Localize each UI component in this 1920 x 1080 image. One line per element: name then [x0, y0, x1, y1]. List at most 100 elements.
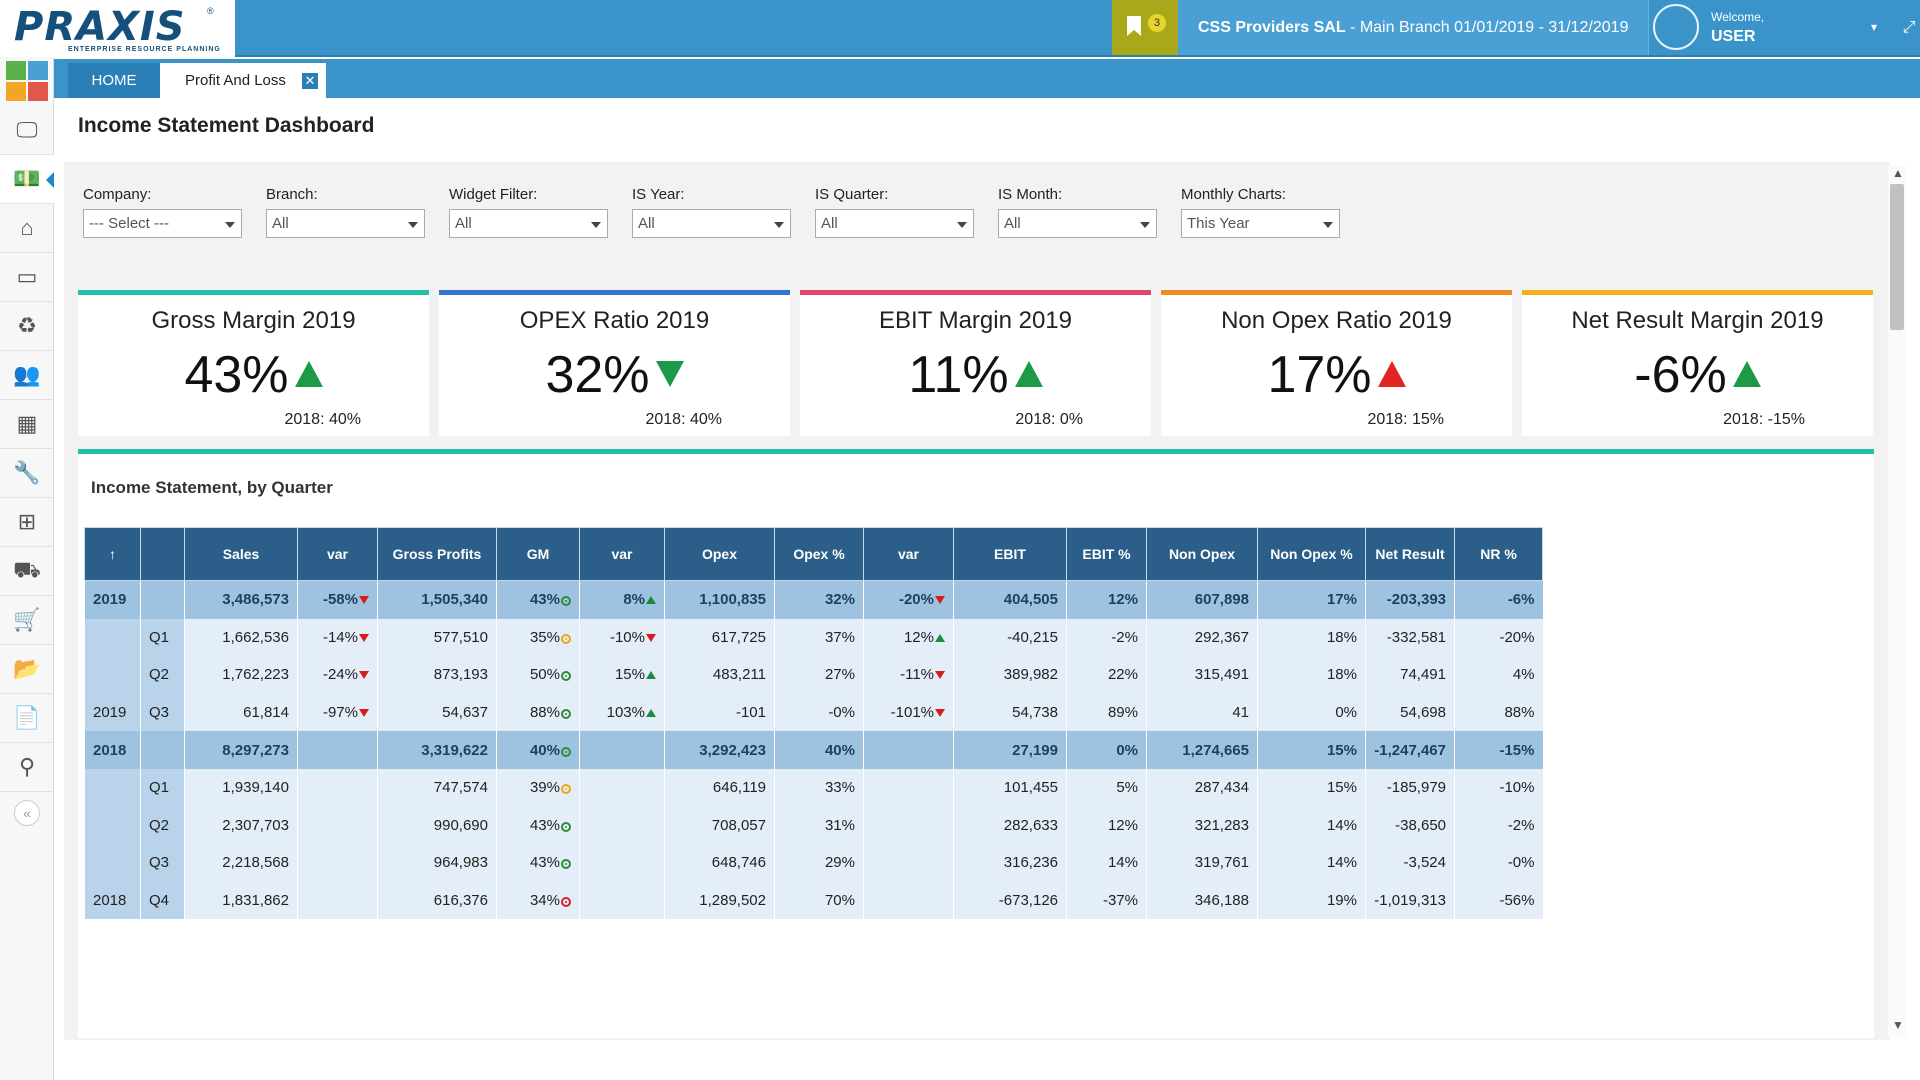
tab-home[interactable]: HOME [68, 63, 160, 98]
quarter-cell [140, 580, 185, 619]
column-header[interactable]: var [579, 527, 665, 581]
truck-icon[interactable]: ⛟ [0, 547, 54, 596]
chevron-down-icon[interactable]: ▾ [1871, 20, 1878, 34]
close-icon[interactable]: ✕ [302, 73, 318, 89]
logo-text: PRAXIS [14, 4, 186, 50]
widget-filter-select[interactable]: All [449, 209, 608, 238]
table-cell: 17% [1257, 580, 1366, 619]
kpi-value: 32% [439, 345, 790, 405]
column-header[interactable]: EBIT % [1066, 527, 1147, 581]
column-header[interactable]: Sales [184, 527, 298, 581]
company-select[interactable]: --- Select --- [83, 209, 242, 238]
collapse-sidebar-icon[interactable]: « [14, 800, 40, 826]
cell-value: 2,307,703 [222, 816, 289, 834]
cell-value: -40,215 [1007, 628, 1058, 646]
cell-value: -11% [900, 666, 934, 684]
column-header[interactable]: NR % [1454, 527, 1543, 581]
monitor-icon[interactable]: 🖵 [0, 106, 54, 155]
wrench-icon[interactable]: 🔧 [0, 449, 54, 498]
scrollbar[interactable] [1888, 166, 1906, 1036]
cell-value: 873,193 [433, 666, 488, 684]
cell-value: 12% [903, 628, 934, 646]
kpi-card: OPEX Ratio 2019 32% 2018: 40% [439, 290, 790, 436]
column-header[interactable]: Gross Profits [377, 527, 497, 581]
sitemap-icon[interactable]: ⊞ [0, 498, 54, 547]
table-cell: 1,274,665 [1146, 731, 1258, 769]
recycle-icon[interactable]: ♻ [0, 302, 54, 351]
cell-value: 3,292,423 [699, 741, 766, 759]
document-icon[interactable]: 📄 [0, 694, 54, 743]
table-cell: 1,289,502 [664, 881, 775, 919]
cell-value: 89% [1107, 703, 1138, 721]
monthly-charts-select[interactable]: This Year [1181, 209, 1340, 238]
table-cell: -0% [774, 693, 864, 731]
table-cell [297, 731, 378, 769]
card-icon[interactable]: ▭ [0, 253, 54, 302]
column-header[interactable]: var [297, 527, 378, 581]
cell-value: 577,510 [433, 628, 488, 646]
cell-value: 15% [1326, 779, 1357, 797]
cell-value: -58% [322, 591, 358, 609]
is-month-select[interactable]: All [998, 209, 1157, 238]
table-cell: 54,698 [1365, 693, 1455, 731]
chevron-down-icon [774, 222, 784, 228]
table-cell: 54,637 [377, 693, 497, 731]
table-cell: -203,393 [1365, 580, 1455, 619]
table-cell: 3,486,573 [184, 580, 298, 619]
cart-icon[interactable]: 🛒 [0, 596, 54, 645]
table-cell: 708,057 [664, 806, 775, 844]
quarter-header [140, 527, 185, 581]
column-header[interactable]: Net Result [1365, 527, 1455, 581]
scroll-down-icon[interactable]: ▼ [1892, 1018, 1904, 1032]
table-cell: 89% [1066, 693, 1147, 731]
page-title: Income Statement Dashboard [78, 114, 375, 137]
users-icon[interactable]: 👥 [0, 351, 54, 400]
logo-subtitle: ENTERPRISE RESOURCE PLANNING [68, 46, 221, 53]
cell-value: 12% [1107, 816, 1138, 834]
filter-widget-filter: Widget Filter: All [449, 186, 608, 238]
cell-value: 1,289,502 [699, 891, 766, 909]
kpi-previous: 2018: 0% [1015, 411, 1083, 428]
cell-value: 15% [1326, 741, 1357, 759]
table-cell: -10% [1454, 769, 1543, 807]
is-quarter-select[interactable]: All [815, 209, 974, 238]
column-header[interactable]: Opex % [774, 527, 864, 581]
company-branch-info: CSS Providers SAL - Main Branch 01/01/20… [1178, 0, 1648, 55]
table-cell: 35% [496, 618, 580, 656]
logo[interactable]: PRAXIS ® ENTERPRISE RESOURCE PLANNING [0, 0, 235, 57]
column-header[interactable]: Non Opex % [1257, 527, 1366, 581]
calculator-icon[interactable]: ▦ [0, 400, 54, 449]
money-icon[interactable]: 💵 [0, 155, 54, 204]
table-cell: -673,126 [953, 881, 1067, 919]
cell-value: -10% [1499, 779, 1535, 797]
user-menu[interactable]: Welcome, USER ▾ [1648, 0, 1898, 55]
folder-icon[interactable]: 📂 [0, 645, 54, 694]
apps-grid-icon[interactable] [6, 61, 50, 103]
fullscreen-icon[interactable]: ⤢ [1898, 0, 1920, 55]
cell-value: 18% [1326, 666, 1357, 684]
table-cell: -38,650 [1365, 806, 1455, 844]
location-icon[interactable]: ⚲ [0, 743, 54, 792]
home-icon[interactable]: ⌂ [0, 204, 54, 253]
table-cell: -1,019,313 [1365, 881, 1455, 919]
cell-value: 964,983 [433, 854, 488, 872]
column-header[interactable]: GM [496, 527, 580, 581]
column-header[interactable]: Opex [664, 527, 775, 581]
column-header[interactable]: EBIT [953, 527, 1067, 581]
table-cell: 747,574 [377, 769, 497, 807]
branch-select[interactable]: All [266, 209, 425, 238]
tab-profit-and-loss[interactable]: Profit And Loss ✕ [160, 63, 326, 98]
table-cell: 27,199 [953, 731, 1067, 769]
notifications-button[interactable]: 3 [1112, 0, 1178, 55]
scroll-thumb[interactable] [1890, 184, 1904, 330]
table-cell: 88% [496, 693, 580, 731]
arrow-down-icon [359, 671, 369, 680]
column-header[interactable]: var [863, 527, 954, 581]
scroll-up-icon[interactable]: ▲ [1892, 166, 1904, 180]
table-cell [579, 731, 665, 769]
table-cell: -14% [297, 618, 378, 656]
filter-is-quarter: IS Quarter: All [815, 186, 974, 238]
column-header[interactable]: Non Opex [1146, 527, 1258, 581]
is-year-select[interactable]: All [632, 209, 791, 238]
sort-icon[interactable]: ↑ [84, 527, 141, 581]
